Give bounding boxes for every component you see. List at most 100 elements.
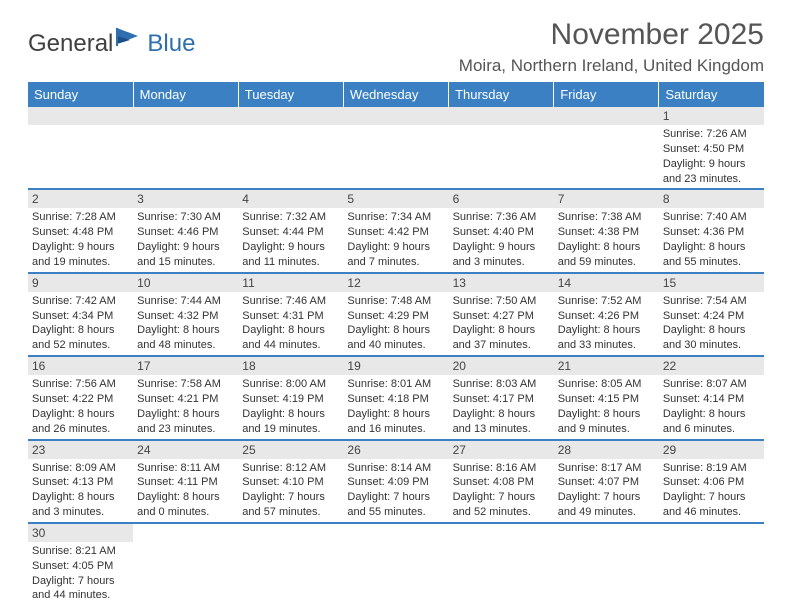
day-line-day2: and 19 minutes. (32, 255, 129, 270)
logo-text-blue: Blue (147, 30, 195, 58)
day-line-sunrise: Sunrise: 8:00 AM (242, 377, 339, 392)
day-line-sunset: Sunset: 4:36 PM (663, 225, 760, 240)
day-line-sunset: Sunset: 4:50 PM (663, 142, 760, 157)
day-line-sunset: Sunset: 4:44 PM (242, 225, 339, 240)
month-title: November 2025 (459, 18, 764, 52)
col-wednesday: Wednesday (343, 82, 448, 107)
day-line-day1: Daylight: 8 hours (32, 323, 129, 338)
day-line-sunrise: Sunrise: 8:17 AM (558, 461, 655, 476)
day-body: Sunrise: 7:38 AMSunset: 4:38 PMDaylight:… (554, 208, 659, 271)
day-cell (449, 523, 554, 605)
logo: General Blue (28, 26, 195, 58)
day-line-day2: and 52 minutes. (32, 338, 129, 353)
day-line-sunset: Sunset: 4:40 PM (453, 225, 550, 240)
day-line-sunset: Sunset: 4:08 PM (453, 475, 550, 490)
day-line-day2: and 0 minutes. (137, 505, 234, 520)
day-line-sunset: Sunset: 4:11 PM (137, 475, 234, 490)
day-line-sunrise: Sunrise: 8:09 AM (32, 461, 129, 476)
day-cell: 2Sunrise: 7:28 AMSunset: 4:48 PMDaylight… (28, 189, 133, 272)
calendar-table: Sunday Monday Tuesday Wednesday Thursday… (28, 82, 764, 605)
day-line-day1: Daylight: 9 hours (453, 240, 550, 255)
day-line-sunrise: Sunrise: 8:19 AM (663, 461, 760, 476)
day-line-sunrise: Sunrise: 8:07 AM (663, 377, 760, 392)
title-block: November 2025 Moira, Northern Ireland, U… (459, 18, 764, 76)
day-line-sunrise: Sunrise: 7:28 AM (32, 210, 129, 225)
day-line-day2: and 55 minutes. (347, 505, 444, 520)
day-line-sunset: Sunset: 4:13 PM (32, 475, 129, 490)
day-body: Sunrise: 7:58 AMSunset: 4:21 PMDaylight:… (133, 375, 238, 438)
day-body: Sunrise: 7:44 AMSunset: 4:32 PMDaylight:… (133, 292, 238, 355)
day-line-sunrise: Sunrise: 8:14 AM (347, 461, 444, 476)
day-number: 13 (449, 274, 554, 292)
col-friday: Friday (554, 82, 659, 107)
calendar-page: General Blue November 2025 Moira, Northe… (0, 0, 792, 612)
day-body: Sunrise: 8:14 AMSunset: 4:09 PMDaylight:… (343, 459, 448, 522)
day-body: Sunrise: 7:42 AMSunset: 4:34 PMDaylight:… (28, 292, 133, 355)
day-number: 26 (343, 441, 448, 459)
day-line-day1: Daylight: 9 hours (137, 240, 234, 255)
day-line-day1: Daylight: 8 hours (32, 407, 129, 422)
day-line-day1: Daylight: 8 hours (242, 407, 339, 422)
day-line-day2: and 55 minutes. (663, 255, 760, 270)
day-cell: 15Sunrise: 7:54 AMSunset: 4:24 PMDayligh… (659, 273, 764, 356)
day-line-day1: Daylight: 7 hours (347, 490, 444, 505)
day-line-day2: and 57 minutes. (242, 505, 339, 520)
week-row: 23Sunrise: 8:09 AMSunset: 4:13 PMDayligh… (28, 440, 764, 523)
day-line-day2: and 11 minutes. (242, 255, 339, 270)
day-line-day1: Daylight: 8 hours (558, 323, 655, 338)
day-line-day2: and 30 minutes. (663, 338, 760, 353)
col-thursday: Thursday (449, 82, 554, 107)
day-line-sunrise: Sunrise: 7:46 AM (242, 294, 339, 309)
day-line-day2: and 49 minutes. (558, 505, 655, 520)
day-line-day1: Daylight: 7 hours (663, 490, 760, 505)
day-number: 12 (343, 274, 448, 292)
day-body: Sunrise: 8:05 AMSunset: 4:15 PMDaylight:… (554, 375, 659, 438)
page-header: General Blue November 2025 Moira, Northe… (28, 18, 764, 76)
day-line-day1: Daylight: 8 hours (32, 490, 129, 505)
day-line-day2: and 16 minutes. (347, 422, 444, 437)
day-line-sunrise: Sunrise: 7:26 AM (663, 127, 760, 142)
day-number: 29 (659, 441, 764, 459)
day-body: Sunrise: 8:11 AMSunset: 4:11 PMDaylight:… (133, 459, 238, 522)
day-number: 10 (133, 274, 238, 292)
day-line-sunrise: Sunrise: 7:40 AM (663, 210, 760, 225)
day-body: Sunrise: 8:00 AMSunset: 4:19 PMDaylight:… (238, 375, 343, 438)
col-monday: Monday (133, 82, 238, 107)
day-line-sunrise: Sunrise: 8:12 AM (242, 461, 339, 476)
day-line-day1: Daylight: 8 hours (137, 407, 234, 422)
day-body: Sunrise: 8:09 AMSunset: 4:13 PMDaylight:… (28, 459, 133, 522)
day-line-sunset: Sunset: 4:42 PM (347, 225, 444, 240)
day-line-day2: and 59 minutes. (558, 255, 655, 270)
day-number: 15 (659, 274, 764, 292)
day-cell (659, 523, 764, 605)
day-cell: 14Sunrise: 7:52 AMSunset: 4:26 PMDayligh… (554, 273, 659, 356)
day-line-day1: Daylight: 8 hours (663, 323, 760, 338)
day-cell: 30Sunrise: 8:21 AMSunset: 4:05 PMDayligh… (28, 523, 133, 605)
day-number: 9 (28, 274, 133, 292)
day-line-day1: Daylight: 8 hours (347, 323, 444, 338)
day-line-sunset: Sunset: 4:07 PM (558, 475, 655, 490)
day-line-day2: and 3 minutes. (32, 505, 129, 520)
day-cell (133, 107, 238, 189)
day-number: 25 (238, 441, 343, 459)
daynum-bar-empty (133, 107, 238, 125)
day-line-sunrise: Sunrise: 7:56 AM (32, 377, 129, 392)
day-line-day1: Daylight: 8 hours (347, 407, 444, 422)
day-cell (554, 523, 659, 605)
day-cell: 12Sunrise: 7:48 AMSunset: 4:29 PMDayligh… (343, 273, 448, 356)
day-line-sunset: Sunset: 4:48 PM (32, 225, 129, 240)
daynum-bar-empty (28, 107, 133, 125)
day-number: 22 (659, 357, 764, 375)
day-line-day2: and 52 minutes. (453, 505, 550, 520)
day-body: Sunrise: 8:17 AMSunset: 4:07 PMDaylight:… (554, 459, 659, 522)
day-body: Sunrise: 7:54 AMSunset: 4:24 PMDaylight:… (659, 292, 764, 355)
day-line-sunset: Sunset: 4:15 PM (558, 392, 655, 407)
day-number: 2 (28, 190, 133, 208)
weekday-header-row: Sunday Monday Tuesday Wednesday Thursday… (28, 82, 764, 107)
day-body: Sunrise: 7:50 AMSunset: 4:27 PMDaylight:… (449, 292, 554, 355)
day-line-day1: Daylight: 9 hours (347, 240, 444, 255)
day-line-day1: Daylight: 9 hours (663, 157, 760, 172)
day-cell: 4Sunrise: 7:32 AMSunset: 4:44 PMDaylight… (238, 189, 343, 272)
day-cell (28, 107, 133, 189)
day-body: Sunrise: 7:56 AMSunset: 4:22 PMDaylight:… (28, 375, 133, 438)
